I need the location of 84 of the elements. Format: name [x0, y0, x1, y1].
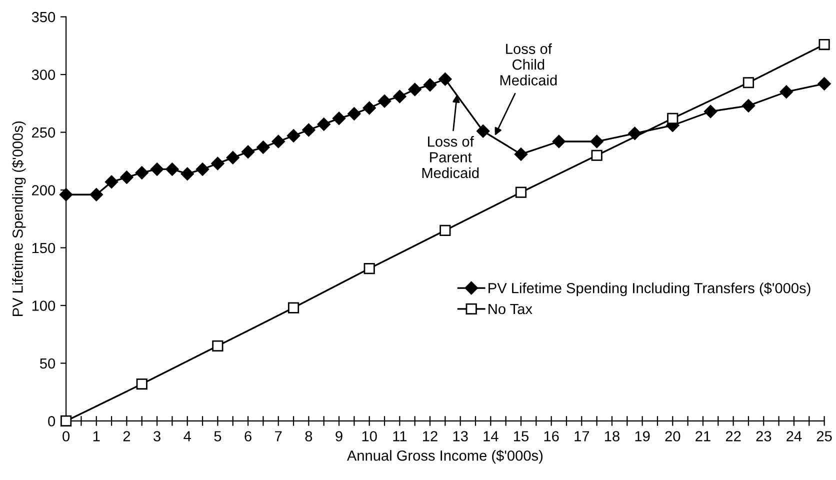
point: [552, 134, 566, 148]
x-tick-label: 4: [184, 431, 191, 442]
point: [591, 150, 602, 161]
point: [196, 162, 210, 176]
point: [59, 188, 73, 202]
point: [704, 104, 718, 118]
point: [256, 140, 270, 154]
x-tick-label: 19: [635, 431, 650, 442]
point: [780, 85, 793, 98]
x-tick-label: 8: [305, 431, 312, 442]
y-tick-label: 150: [32, 242, 56, 254]
point: [514, 148, 528, 161]
point: [742, 77, 754, 88]
legend-label: No Tax: [488, 304, 532, 314]
x-tick-label: 2: [123, 431, 130, 442]
x-tick-label: 1: [93, 431, 100, 442]
point: [362, 101, 376, 115]
point: [393, 90, 406, 104]
point: [408, 82, 422, 96]
annotation: Loss of Parent Medicaid: [422, 136, 479, 178]
annotation: Loss of Child Medicaid: [500, 43, 557, 86]
x-tick-label: 14: [484, 431, 498, 442]
x-tick-label: 5: [214, 431, 222, 442]
x-tick-label: 7: [275, 431, 282, 442]
point: [440, 224, 451, 236]
x-tick-label: 23: [756, 431, 772, 442]
point: [742, 99, 756, 112]
x-tick-label: 17: [574, 431, 590, 442]
point: [332, 112, 346, 126]
x-tick-label: 15: [514, 431, 528, 442]
x-axis-title: Annual Gross Income ($'000s): [346, 450, 543, 464]
point: [90, 188, 103, 202]
point: [348, 107, 361, 120]
point: [136, 378, 148, 390]
y-axis-title: PV Lifetime Spending ($'000s): [12, 122, 26, 316]
point: [423, 78, 437, 92]
point: [212, 340, 224, 352]
y-tick-label: 100: [32, 300, 56, 311]
point: [120, 170, 134, 184]
point: [818, 38, 830, 50]
x-tick-label: 22: [726, 431, 741, 442]
point: [135, 166, 148, 180]
x-tick-label: 11: [393, 431, 407, 442]
x-tick-label: 12: [423, 431, 438, 442]
x-tick-label: 25: [816, 431, 832, 442]
y-tick-label: 300: [32, 70, 56, 80]
point: [241, 145, 255, 158]
point: [226, 151, 240, 164]
point: [378, 94, 392, 108]
point: [286, 129, 300, 142]
point: [104, 175, 118, 189]
point: [364, 262, 375, 274]
x-tick-label: 6: [244, 431, 252, 442]
y-tick-label: 250: [32, 127, 56, 138]
x-tick-label: 10: [362, 431, 377, 442]
x-tick-label: 18: [604, 431, 620, 442]
x-tick-label: 24: [786, 431, 802, 442]
point: [211, 156, 224, 170]
y-tick-label: 50: [40, 358, 56, 369]
x-tick-label: 16: [544, 431, 559, 442]
point: [272, 134, 285, 148]
point: [667, 112, 678, 124]
x-tick-label: 0: [62, 431, 70, 442]
point: [166, 162, 179, 176]
point: [515, 186, 527, 198]
point: [302, 123, 316, 137]
point: [476, 124, 490, 138]
x-tick-label: 21: [696, 431, 710, 442]
point: [590, 134, 604, 148]
y-tick-label: 0: [48, 416, 56, 426]
point: [818, 77, 831, 90]
point: [60, 415, 72, 427]
point: [180, 167, 194, 180]
y-tick-label: 200: [32, 185, 56, 196]
point: [150, 162, 164, 176]
point: [317, 118, 330, 131]
x-tick-label: 3: [154, 431, 160, 442]
x-tick-label: 13: [453, 431, 468, 442]
y-tick-label: 350: [32, 12, 56, 22]
point: [288, 302, 300, 314]
x-tick-label: 20: [665, 431, 680, 442]
legend-label: PV Lifetime Spending Including Transfers ($'000s): [488, 282, 810, 296]
x-tick-label: 9: [336, 431, 342, 442]
point: [438, 72, 452, 86]
